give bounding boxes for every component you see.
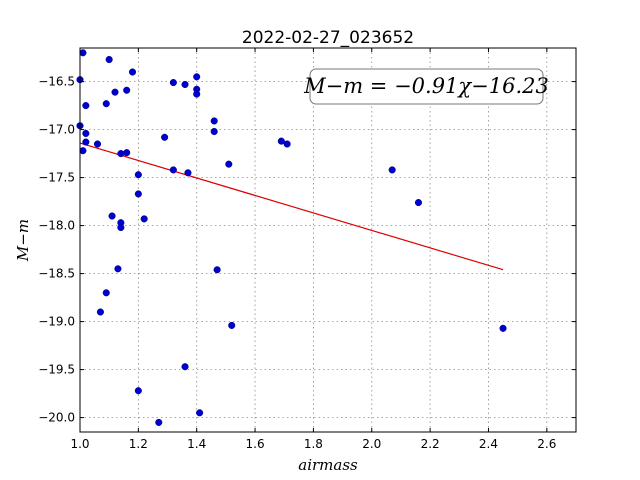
x-tick-label: 2.0 xyxy=(362,437,381,451)
y-axis-label: M−m xyxy=(14,219,32,262)
data-point xyxy=(123,149,131,157)
y-tick-label: −20.0 xyxy=(38,411,75,425)
data-point xyxy=(140,215,148,223)
data-point xyxy=(79,147,87,155)
data-point xyxy=(161,133,169,141)
y-tick-label: −16.5 xyxy=(38,75,75,89)
data-point xyxy=(105,55,113,64)
x-tick-label: 2.6 xyxy=(537,437,556,451)
data-point xyxy=(117,223,125,232)
data-point xyxy=(102,289,110,297)
data-point xyxy=(213,266,221,274)
y-tick-label: −18.5 xyxy=(38,267,75,281)
x-tick-label: 1.2 xyxy=(129,437,148,451)
y-tick-label: −17.5 xyxy=(38,171,75,185)
data-point xyxy=(128,68,137,76)
plot-frame xyxy=(79,47,577,433)
data-point xyxy=(111,88,119,96)
data-point xyxy=(155,418,163,426)
data-point xyxy=(79,49,87,57)
data-point xyxy=(117,150,125,158)
y-tick-label: −19.5 xyxy=(38,363,75,377)
data-point xyxy=(123,86,131,94)
x-tick-label: 1.8 xyxy=(304,437,323,451)
data-point xyxy=(210,117,218,125)
y-tick-label: −18.0 xyxy=(38,219,75,233)
grid xyxy=(79,48,576,432)
x-tick-label: 1.6 xyxy=(246,437,265,451)
y-tick-label: −19.0 xyxy=(38,315,75,329)
data-point xyxy=(196,409,204,417)
data-point xyxy=(82,138,90,146)
data-points xyxy=(76,49,507,426)
data-point xyxy=(108,212,116,220)
data-point xyxy=(114,265,122,273)
data-point xyxy=(93,140,102,148)
data-point xyxy=(193,90,201,98)
annotation-text: M−m = −0.91χ−16.23 xyxy=(303,74,549,98)
x-tick-label: 2.2 xyxy=(421,437,440,451)
data-point xyxy=(414,199,422,207)
y-tick-label: −17.0 xyxy=(38,123,75,137)
data-point xyxy=(184,169,192,177)
data-point xyxy=(82,129,90,137)
data-point xyxy=(82,102,90,110)
fit-annotation: M−m = −0.91χ−16.23 xyxy=(303,68,549,105)
data-point xyxy=(228,321,236,329)
fit-line xyxy=(79,142,504,271)
fit-line-layer xyxy=(79,142,504,271)
data-point xyxy=(499,324,507,332)
data-point xyxy=(193,73,201,81)
annotation-box xyxy=(309,68,544,105)
data-point xyxy=(134,190,142,198)
data-point xyxy=(388,166,396,174)
data-point xyxy=(181,80,189,89)
x-tick-label: 1.4 xyxy=(187,437,206,451)
data-point xyxy=(277,137,285,145)
data-point xyxy=(96,308,104,316)
data-point xyxy=(210,127,218,136)
x-tick-label: 1.0 xyxy=(70,437,89,451)
data-point xyxy=(134,387,142,395)
x-tick-label: 2.4 xyxy=(479,437,498,451)
data-point xyxy=(169,166,177,174)
x-axis-label: airmass xyxy=(298,456,358,474)
data-point xyxy=(169,79,177,87)
axis-ticks: 1.0 1.2 1.4 1.6 1.8 2.0 2.2 2.4 2.6 −16.5 −17.0 −17… xyxy=(38,48,576,451)
data-point xyxy=(181,363,189,371)
data-point xyxy=(283,140,291,148)
data-point xyxy=(134,171,142,179)
data-point xyxy=(225,160,233,168)
chart-title: 2022-02-27_023652 xyxy=(242,28,414,48)
data-point xyxy=(102,100,110,108)
